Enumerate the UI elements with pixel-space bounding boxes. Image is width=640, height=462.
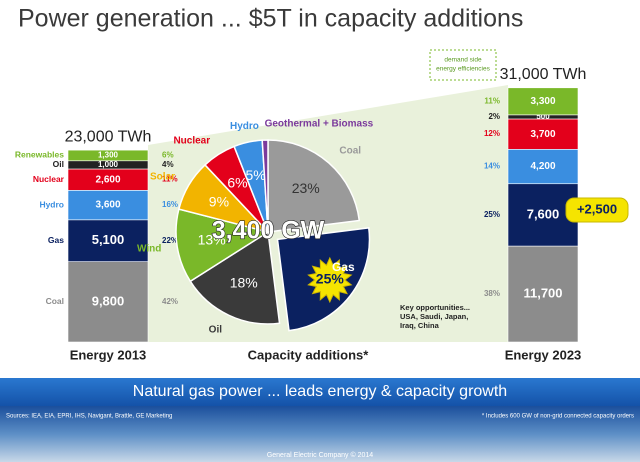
bar-segment [507, 118, 579, 150]
slice-name: Coal [339, 146, 361, 157]
note-box [429, 49, 497, 81]
value-label: 1,300 [98, 151, 119, 160]
value-label: 7,600 [527, 206, 560, 221]
share-label: 25% [484, 210, 500, 219]
delta-box [565, 197, 629, 223]
share-label: 2% [488, 112, 500, 121]
annotation: Iraq, China [400, 321, 440, 330]
segment-name: Oil [53, 159, 64, 169]
pie-slice [189, 230, 281, 325]
segment-name: Renewables [15, 150, 64, 160]
bar-segment [67, 261, 149, 343]
share-label: 38% [484, 289, 500, 298]
banner-text: Natural gas power ... leads energy & cap… [133, 383, 507, 400]
value-label: 25% [316, 271, 345, 287]
slice-name: Nuclear [173, 135, 210, 146]
segment-name: Coal [46, 296, 64, 306]
note-text: demand side [444, 57, 482, 64]
value-label: 4,200 [530, 161, 555, 172]
note-text: energy efficiencies [436, 66, 490, 73]
x-label: Energy 2013 [70, 347, 147, 362]
value-label: 3,700 [530, 129, 555, 140]
share-label: 11% [484, 96, 500, 105]
value-label: 23% [292, 180, 320, 196]
value-label: 2,600 [95, 174, 120, 185]
earth-background [0, 406, 640, 462]
share-label: 42% [162, 297, 178, 306]
bar-total: 31,000 TWh [500, 66, 587, 83]
bar-segment [67, 190, 149, 221]
sources: Sources: IEA, EIA, EPRI, IHS, Navigant, … [6, 414, 172, 420]
bar-segment [507, 87, 579, 116]
pie-slice [267, 139, 361, 233]
value-label: 18% [230, 274, 258, 290]
value-label: 13% [198, 232, 226, 248]
value-label: 1,000 [98, 160, 119, 169]
share-label: 4% [162, 160, 174, 169]
share-label: 22% [162, 236, 178, 245]
bar-segment [67, 219, 149, 262]
pie-slice [175, 208, 270, 283]
segment-name: Nuclear [33, 174, 65, 184]
delta-label: +2,500 [577, 201, 617, 216]
share-label: 11% [162, 175, 178, 184]
slice-name: Wind [137, 244, 161, 255]
slide-title: Power generation ... $5T in capacity add… [18, 5, 523, 33]
value-label: 3,600 [95, 200, 120, 211]
share-label: 6% [162, 151, 174, 160]
value-label: 5% [245, 167, 265, 183]
value-label: 11,700 [523, 285, 562, 300]
share-label: 16% [162, 200, 178, 209]
value-label: 6% [227, 175, 247, 191]
segment-name: Hydro [39, 199, 64, 209]
copyright: General Electric Company © 2014 [267, 451, 373, 459]
share-label: 14% [484, 162, 500, 171]
pie-slice [261, 139, 269, 233]
slice-name: Solar [150, 172, 175, 183]
value-label: 9,800 [92, 293, 125, 308]
slice-name: Oil [209, 324, 223, 335]
value-label: 5,100 [92, 232, 125, 247]
x-label: Energy 2023 [505, 347, 582, 362]
pie-total: 3,400 GW [212, 217, 325, 245]
starburst [307, 256, 353, 304]
segment-name: Gas [48, 235, 64, 245]
slice-name: Gas [332, 260, 355, 274]
annotation: Key opportunities... [400, 303, 470, 312]
value-label: 9% [209, 194, 229, 210]
footnote: * Includes 600 GW of non-grid connected … [482, 414, 634, 420]
annotation: USA, Saudi, Japan, [400, 312, 468, 321]
value-label: 3,300 [530, 96, 555, 107]
slice-name: Hydro [230, 121, 259, 132]
bar-segment [67, 149, 149, 162]
bar-total: 23,000 TWh [65, 128, 152, 145]
value-label: 500 [536, 112, 550, 121]
bar-segment [507, 149, 579, 185]
slice-name: Geothermal + Biomass [265, 119, 374, 130]
x-label: Capacity additions* [248, 347, 370, 362]
banner [0, 378, 640, 406]
share-label: 12% [484, 129, 500, 138]
